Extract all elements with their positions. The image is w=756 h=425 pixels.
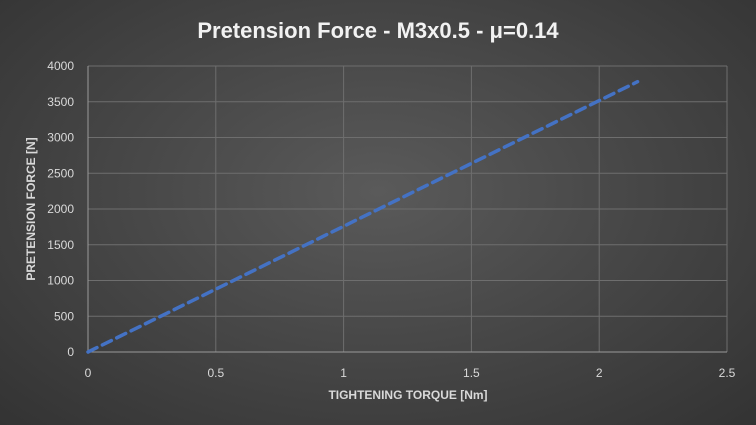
y-tick-label: 3500 (47, 95, 74, 109)
y-tick-label: 1000 (47, 274, 74, 288)
tick-labels: 0 500 1000 1500 2000 2500 3000 3500 4000 0 0.5 1 1.5… (47, 59, 735, 380)
y-axis-title: PRETENSION FORCE [N] (24, 137, 38, 280)
y-tick-label: 500 (54, 309, 74, 323)
chart-title: Pretension Force - M3x0.5 - μ=0.14 (197, 18, 559, 43)
x-tick-label: 1 (340, 366, 347, 380)
y-tick-label: 2000 (47, 202, 74, 216)
y-tick-label: 3000 (47, 131, 74, 145)
x-tick-label: 1.5 (463, 366, 480, 380)
grid-lines (88, 65, 728, 352)
x-tick-label: 0 (85, 366, 92, 380)
x-tick-label: 2 (596, 366, 603, 380)
y-tick-label: 0 (67, 345, 74, 359)
x-axis-title: TIGHTENING TORQUE [Nm] (328, 388, 487, 402)
axes (87, 66, 727, 353)
y-tick-label: 1500 (47, 238, 74, 252)
x-tick-label: 0.5 (207, 366, 224, 380)
y-tick-label: 4000 (47, 59, 74, 73)
y-tick-label: 2500 (47, 166, 74, 180)
series-line-0 (86, 79, 640, 354)
series-layer (86, 79, 640, 354)
x-tick-label: 2.5 (719, 366, 736, 380)
